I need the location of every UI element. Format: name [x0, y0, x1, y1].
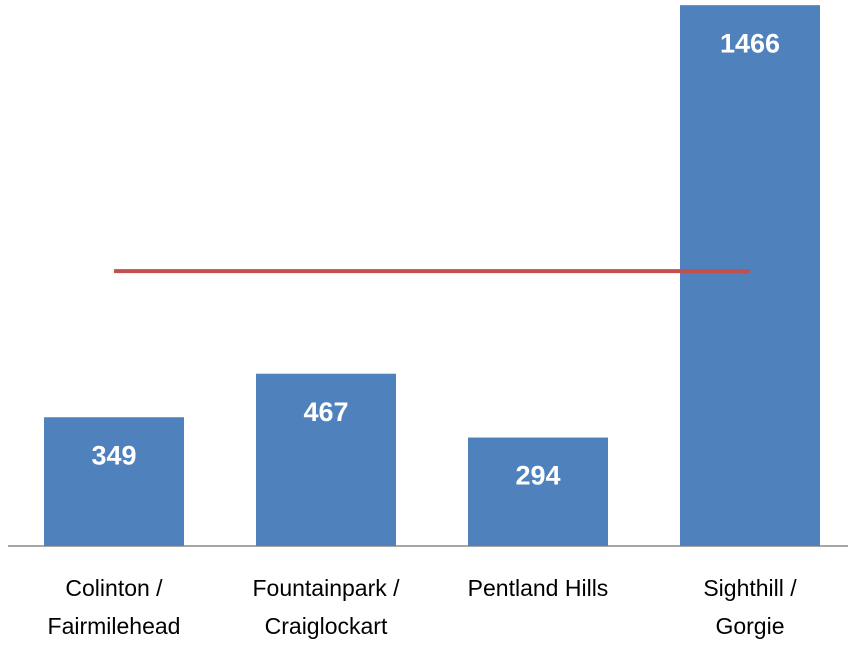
- x-tick-label: Craiglockart: [265, 613, 388, 639]
- value-label: 294: [515, 461, 560, 491]
- value-label: 1466: [720, 28, 780, 58]
- x-tick-label: Fairmilehead: [48, 613, 181, 639]
- bar: [468, 437, 608, 546]
- bar: [680, 5, 820, 547]
- value-label: 349: [91, 440, 136, 470]
- x-tick-label: Fountainpark /: [252, 575, 400, 601]
- x-tick-label: Pentland Hills: [468, 575, 609, 601]
- x-tick-label: Gorgie: [715, 613, 784, 639]
- bar: [44, 417, 184, 546]
- x-tick-label: Sighthill /: [703, 575, 797, 601]
- bar: [256, 373, 396, 546]
- x-tick-label: Colinton /: [65, 575, 163, 601]
- value-label: 467: [303, 397, 348, 427]
